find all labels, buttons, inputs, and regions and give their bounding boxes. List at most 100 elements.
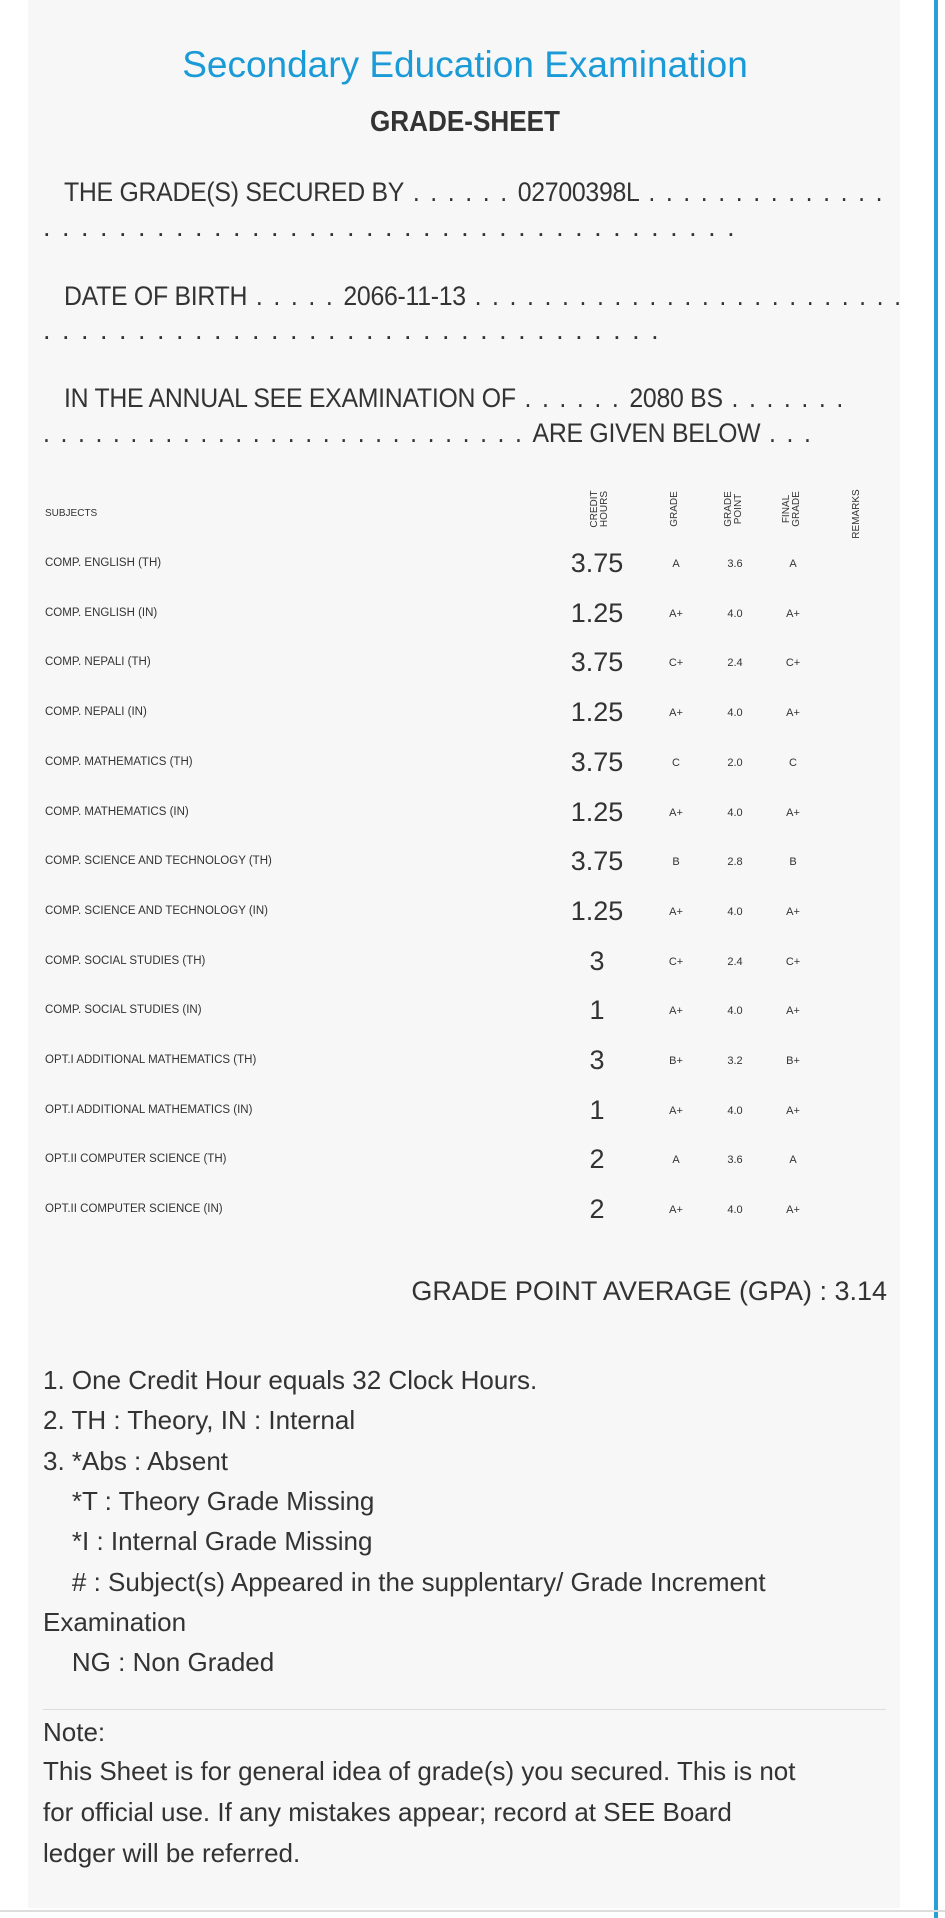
scroll-edge — [934, 0, 938, 1918]
note-text: ledger will be referred. — [43, 1838, 301, 1868]
final-grade: C+ — [785, 955, 801, 968]
grade: A — [672, 1154, 680, 1167]
page-subtitle: GRADE-SHEET — [370, 106, 560, 138]
final-grade: A+ — [786, 806, 800, 819]
subject-name: OPT.I ADDITIONAL MATHEMATICS (IN) — [45, 1103, 253, 1116]
divider — [43, 1709, 886, 1710]
grade: A+ — [669, 806, 683, 819]
final-grade: B+ — [786, 1055, 800, 1067]
subject-name: OPT.II COMPUTER SCIENCE (TH) — [45, 1153, 227, 1166]
subject-name: COMP. MATHEMATICS (TH) — [45, 755, 193, 768]
subject-name: COMP. SOCIAL STUDIES (TH) — [45, 954, 206, 967]
final-grade: B — [789, 856, 797, 869]
grade-point: 2.8 — [727, 856, 743, 869]
subject-name: COMP. SCIENCE AND TECHNOLOGY (IN) — [45, 904, 269, 917]
credit-hours: 1 — [589, 1094, 605, 1125]
final-grade: C+ — [785, 657, 801, 670]
grade-point: 4.0 — [727, 1005, 743, 1018]
grade-point: 4.0 — [727, 1204, 743, 1217]
grade-point: 2.4 — [727, 955, 743, 968]
dob-label: DATE OF BIRTH — [64, 281, 248, 311]
grade: C+ — [668, 955, 684, 968]
credit-hours: 3.75 — [570, 846, 624, 877]
grade: A+ — [669, 707, 683, 720]
grade-point: 3.6 — [727, 1154, 743, 1167]
grade: A+ — [669, 1005, 683, 1018]
subject-name: OPT.II COMPUTER SCIENCE (IN) — [45, 1203, 223, 1216]
subject-name: COMP. NEPALI (IN) — [45, 706, 147, 719]
page-title: Secondary Education Examination — [182, 44, 748, 85]
dob-value: 2066-11-13 — [343, 281, 466, 311]
credit-hours: 3 — [589, 945, 605, 976]
credit-hours: 3.75 — [570, 647, 624, 678]
grade-point: 4.0 — [727, 607, 743, 620]
header-grade-point: GRADE POINT — [723, 491, 744, 527]
subject-name: COMP. NEPALI (TH) — [45, 656, 151, 669]
header-credit-hours: CREDIT HOURS — [589, 490, 610, 528]
credit-hours: 1 — [589, 995, 605, 1026]
grade-point: 2.0 — [727, 756, 743, 769]
credit-hours: 1.25 — [570, 796, 624, 827]
final-grade: A+ — [786, 1204, 800, 1217]
grade-sheet-card — [28, 0, 900, 1908]
final-grade: A+ — [786, 905, 800, 918]
grade-point: 3.6 — [727, 558, 743, 570]
given-below-text: ARE GIVEN BELOW — [532, 418, 761, 448]
subject-name: OPT.I ADDITIONAL MATHEMATICS (TH) — [45, 1054, 257, 1066]
footnote: NG : Non Graded — [43, 1647, 275, 1678]
final-grade: A+ — [786, 1005, 800, 1018]
grade: B+ — [669, 1055, 683, 1067]
dots: . . . . . . . . . . . . . . . . . . . . … — [43, 212, 737, 242]
grade-point: 4.0 — [727, 707, 743, 720]
footnote: 2. TH : Theory, IN : Internal — [43, 1405, 356, 1436]
subject-name: COMP. MATHEMATICS (IN) — [45, 805, 189, 818]
grade: C — [672, 756, 680, 769]
secured-by-value: 02700398L — [517, 177, 640, 207]
secured-by-label: THE GRADE(S) SECURED BY — [64, 177, 405, 207]
header-remarks: REMARKS — [851, 489, 862, 539]
footnote: *I : Internal Grade Missing — [43, 1526, 373, 1557]
footnote: # : Subject(s) Appeared in the supplenta… — [43, 1566, 766, 1597]
subject-name: COMP. SCIENCE AND TECHNOLOGY (TH) — [45, 855, 272, 868]
grade-point: 2.4 — [727, 657, 743, 670]
credit-hours: 3 — [589, 1045, 605, 1075]
dob-line: DATE OF BIRTH . . . . . 2066-11-13 . . .… — [64, 281, 903, 311]
header-final-grade: FINAL GRADE — [781, 491, 802, 527]
grade: A+ — [669, 607, 683, 620]
header-subjects: SUBJECTS — [45, 508, 98, 519]
note-text: This Sheet is for general idea of grade(… — [43, 1756, 796, 1786]
header-grade: GRADE — [669, 491, 680, 527]
grade-point: 4.0 — [727, 905, 743, 918]
given-below-line: . . . . . . . . . . . . . . . . . . . . … — [43, 418, 813, 448]
credit-hours: 1.25 — [570, 697, 624, 728]
grade: A+ — [669, 1104, 683, 1117]
credit-hours: 2 — [589, 1144, 605, 1175]
footnote: Examination — [43, 1606, 187, 1637]
credit-hours: 2 — [589, 1194, 605, 1225]
subject-name: COMP. SOCIAL STUDIES (IN) — [45, 1004, 202, 1017]
grade: A — [672, 558, 680, 570]
final-grade: A — [789, 1154, 797, 1167]
subject-name: COMP. ENGLISH (TH) — [45, 557, 162, 569]
gpa-summary: GRADE POINT AVERAGE (GPA) : 3.14 — [411, 1276, 887, 1306]
exam-label: IN THE ANNUAL SEE EXAMINATION OF — [64, 383, 516, 413]
grade: A+ — [669, 1204, 683, 1217]
final-grade: A+ — [786, 707, 800, 720]
grade: C+ — [668, 657, 684, 670]
grade-point: 3.2 — [727, 1055, 743, 1067]
divider — [0, 1910, 945, 1912]
credit-hours: 3.75 — [570, 548, 624, 578]
subject-name: COMP. ENGLISH (IN) — [45, 606, 158, 619]
footnote: *T : Theory Grade Missing — [43, 1485, 375, 1516]
note-text: for official use. If any mistakes appear… — [43, 1797, 732, 1827]
grade-point: 4.0 — [727, 806, 743, 819]
credit-hours: 1.25 — [570, 597, 624, 628]
exam-line: IN THE ANNUAL SEE EXAMINATION OF . . . .… — [64, 383, 846, 413]
final-grade: C — [789, 756, 797, 769]
final-grade: A+ — [786, 607, 800, 620]
credit-hours: 3.75 — [570, 746, 624, 777]
footnote: 3. *Abs : Absent — [43, 1445, 229, 1476]
dots: . . . . . . . . . . . . . . . . . . . . … — [43, 315, 661, 345]
final-grade: A+ — [786, 1104, 800, 1117]
note-label: Note: — [43, 1717, 106, 1747]
